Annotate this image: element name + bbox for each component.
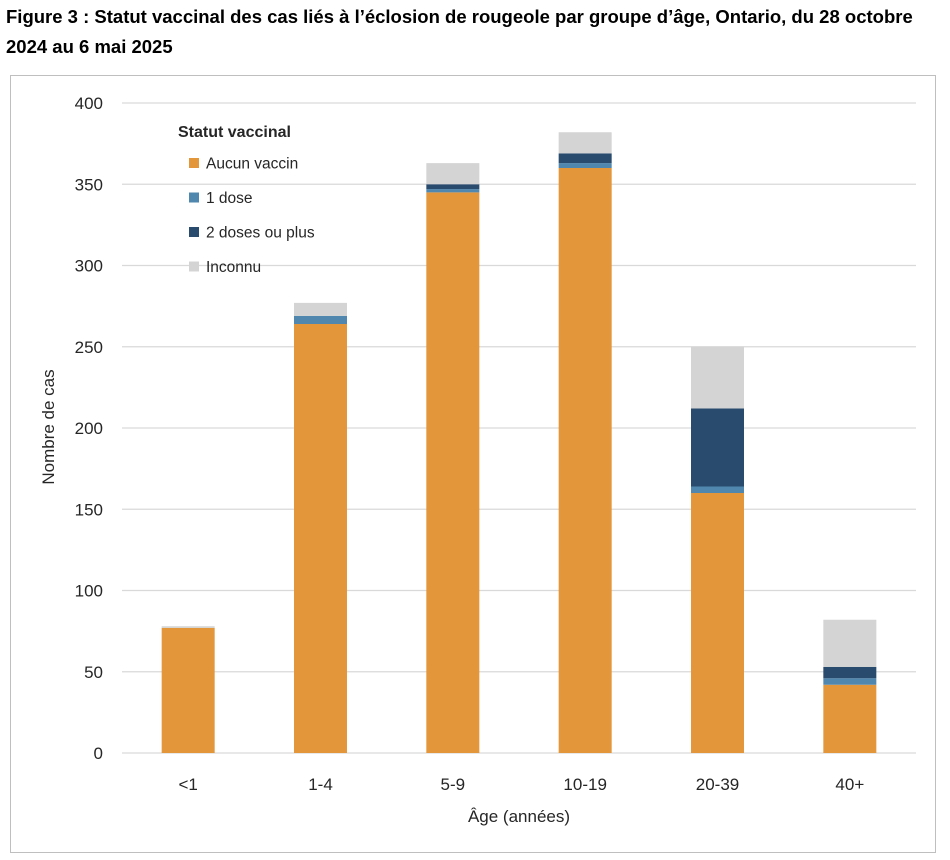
legend-label: Inconnu [206, 259, 261, 276]
bar-segment [823, 619, 877, 667]
x-tick-labels: <1 1-4 5-9 10-19 20-39 40+ [178, 775, 864, 794]
y-tick-label: 350 [75, 175, 103, 194]
bar-segment [558, 132, 612, 154]
y-tick-label: 100 [75, 582, 103, 601]
bar-segment [558, 163, 612, 168]
y-tick-labels: 0 50 100 150 200 250 300 350 400 [75, 94, 103, 763]
bar-segment [558, 153, 612, 164]
x-tick-label: 20-39 [696, 775, 739, 794]
bar-segment [558, 168, 612, 753]
y-tick-label: 400 [75, 94, 103, 113]
bar-segment [823, 666, 877, 679]
x-tick-label: 10-19 [563, 775, 606, 794]
bar-segment [161, 626, 215, 628]
bar-segment [426, 192, 480, 753]
legend-label: Aucun vaccin [206, 156, 298, 173]
bar-segment [294, 315, 347, 324]
x-tick-label: 40+ [835, 775, 864, 794]
y-tick-label: 200 [75, 419, 103, 438]
x-axis-label: Âge (années) [468, 807, 570, 826]
bar-segment [294, 324, 347, 753]
legend-label: 1 dose [206, 190, 253, 207]
bar-segment [426, 189, 480, 193]
legend-swatch [189, 192, 199, 203]
legend-title: Statut vaccinal [178, 124, 291, 141]
x-tick-label: 5-9 [441, 775, 466, 794]
y-tick-label: 150 [75, 500, 103, 519]
bar-segment [294, 302, 347, 316]
y-axis-label: Nombre de cas [39, 369, 58, 484]
legend-swatch [189, 158, 199, 168]
gridlines [122, 102, 916, 754]
bar-segment [426, 184, 480, 190]
bar-segment [161, 627, 215, 753]
y-tick-label: 300 [75, 257, 103, 276]
bar-segment [691, 408, 744, 487]
figure-title: Figure 3 : Statut vaccinal des cas liés … [6, 6, 913, 57]
x-tick-label: <1 [178, 775, 197, 794]
bar-segment [823, 684, 877, 753]
bars [161, 132, 877, 753]
y-tick-label: 250 [75, 338, 103, 357]
legend-label: 2 doses ou plus [206, 225, 315, 242]
legend: Statut vaccinal Aucun vaccin 1 dose 2 dose… [178, 124, 315, 276]
legend-swatch [189, 227, 199, 237]
bar-segment [691, 486, 744, 493]
bar-segment [823, 678, 877, 685]
bar-segment [691, 346, 744, 409]
bar-segment [426, 163, 480, 185]
bar-segment [691, 493, 744, 753]
legend-swatch [189, 261, 199, 272]
x-tick-label: 1-4 [308, 775, 333, 794]
y-tick-label: 0 [94, 744, 103, 763]
y-tick-label: 50 [84, 663, 103, 682]
